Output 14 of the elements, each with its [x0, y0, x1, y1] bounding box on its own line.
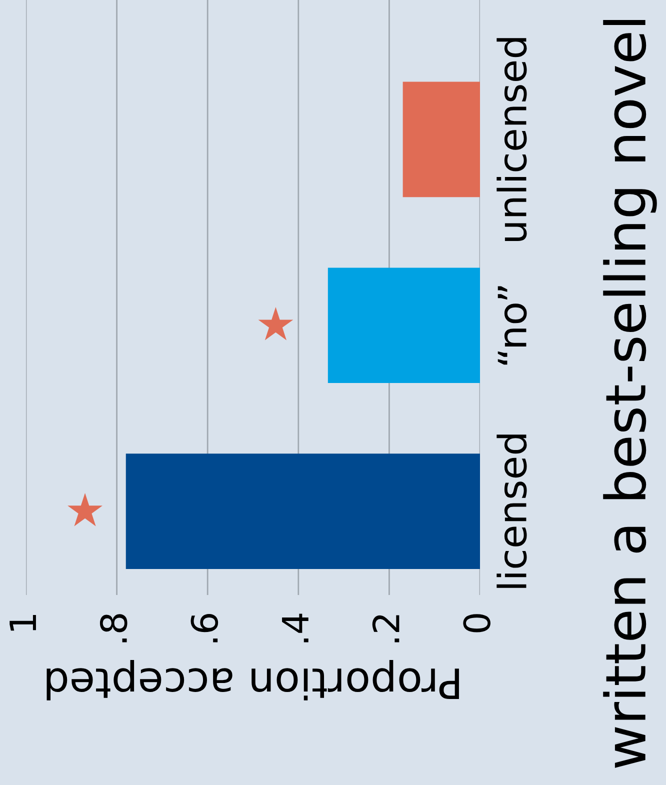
x-tick-label: .6: [190, 614, 218, 642]
bar: [328, 268, 480, 384]
y-tick-label: “no”: [498, 286, 527, 365]
y-tick-label: unlicensed: [496, 38, 527, 242]
bar: [126, 454, 480, 569]
x-tick-label: 1: [10, 615, 36, 631]
bar: [402, 82, 480, 198]
x-tick-label: .4: [282, 614, 308, 642]
x-axis-title: Proportion accepted: [46, 660, 459, 700]
y-tick-label: licensed: [496, 434, 527, 588]
text: written a best-selling novel: [603, 20, 657, 768]
x-tick-label: .2: [372, 615, 400, 642]
x-tick-label: 0: [463, 614, 490, 632]
x-tick-label: .8: [100, 614, 128, 642]
